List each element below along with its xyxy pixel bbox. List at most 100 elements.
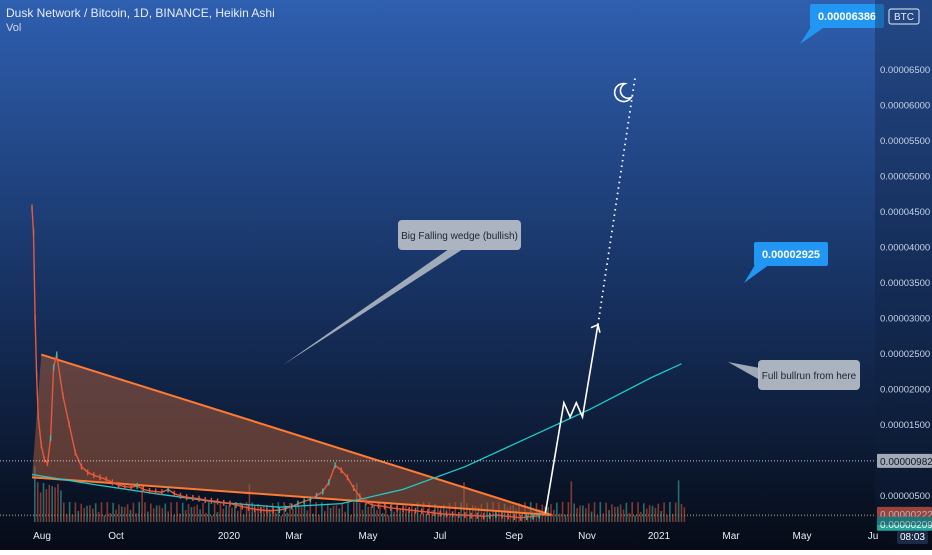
volume-bar — [480, 503, 483, 522]
volume-bar — [312, 513, 314, 522]
callout-pointer — [728, 362, 760, 380]
volume-bar — [74, 502, 77, 522]
volume-bar — [553, 510, 555, 522]
volume-bar — [181, 502, 184, 522]
volume-bar — [413, 511, 416, 522]
volume-bar — [654, 507, 657, 522]
volume-bar — [370, 506, 372, 522]
volume-bar — [242, 514, 245, 522]
volume-bar — [321, 502, 323, 522]
volume-bar — [57, 483, 59, 522]
target-second: 0.00006386 — [800, 4, 884, 44]
volume-bar — [103, 515, 106, 522]
volume-bar — [170, 502, 172, 522]
volume-bar — [350, 515, 352, 522]
volume-bar — [332, 505, 335, 522]
volume-bar — [561, 502, 564, 522]
volume-bar — [384, 502, 387, 522]
volume-bar — [187, 504, 190, 522]
volume-bar — [208, 502, 210, 522]
price-series — [31, 204, 540, 521]
volume-bar — [315, 502, 317, 522]
y-tick-label: 0.00003500 — [880, 278, 930, 289]
volume-bar — [202, 502, 204, 522]
volume-bar — [135, 513, 138, 522]
volume-bar — [63, 502, 65, 522]
chart-header: Dusk Network / Bitcoin, 1D, BINANCE, Hei… — [6, 6, 275, 34]
volume-bar — [123, 506, 126, 522]
callout-text: Big Falling wedge (bullish) — [401, 231, 518, 242]
volume-bar — [112, 502, 114, 522]
volume-bar — [605, 502, 607, 522]
volume-bar — [257, 503, 259, 522]
volume-bar — [680, 503, 683, 522]
currency-badge: BTC — [894, 12, 914, 23]
target-badge — [810, 4, 884, 28]
volume-bar — [567, 502, 570, 522]
volume-bar — [109, 512, 111, 522]
x-tick-label: Sep — [505, 531, 523, 542]
volume-bar — [268, 508, 271, 522]
y-tick-label: 0.00003000 — [880, 314, 930, 325]
volume-bar — [286, 512, 288, 522]
price-level-label: 0.00000982 — [880, 457, 932, 468]
volume-bar — [77, 510, 80, 522]
volume-bar — [280, 515, 283, 522]
volume-bar — [486, 502, 488, 522]
target-label: 0.00002925 — [762, 249, 820, 261]
volume-bar — [132, 502, 135, 522]
volume-bar — [550, 504, 552, 522]
trend-curve — [31, 363, 682, 508]
volume-bar — [155, 505, 158, 522]
volume-bar — [199, 509, 201, 522]
volume-bar — [367, 506, 370, 522]
volume-bar — [492, 502, 494, 522]
volume-bar — [239, 502, 242, 522]
volume-bar — [425, 513, 428, 522]
y-axis: 0.00006500 0.00006000 0.00005500 0.00005000… — [875, 0, 932, 525]
target-first: 0.00002925 — [744, 242, 828, 283]
volume-bar — [396, 503, 399, 522]
volume-bar — [405, 505, 407, 522]
volume-bar — [225, 505, 227, 522]
price-level-label: 0.00000222 — [880, 510, 932, 521]
volume-bar — [205, 512, 207, 522]
volume-bar — [599, 502, 602, 522]
callout-falling-wedge: Big Falling wedge (bullish) — [283, 220, 521, 365]
volume-bar — [634, 515, 636, 522]
volume-bar — [118, 504, 120, 522]
volume-bar — [611, 504, 613, 522]
callout-box — [398, 220, 521, 250]
volume-bar — [376, 509, 378, 522]
volume-bar — [593, 502, 596, 522]
volume-bar — [36, 482, 39, 522]
target-badge — [754, 242, 828, 266]
volume-bar — [645, 508, 648, 522]
volume-bar — [657, 503, 660, 522]
volume-bar — [86, 505, 88, 522]
volume-bar — [248, 484, 251, 522]
x-tick-label: Mar — [722, 531, 740, 542]
volume-bar — [300, 507, 303, 522]
target-label: 0.00006386 — [818, 11, 876, 23]
volume-bar — [622, 509, 625, 522]
volume-bar — [263, 506, 265, 522]
volume-bar — [254, 510, 256, 522]
volume-bar — [92, 508, 94, 522]
volume-bar — [474, 506, 477, 522]
volume-bar — [65, 513, 68, 522]
y-axis-panel — [875, 0, 932, 525]
volume-bar — [637, 502, 639, 522]
volume-bar — [373, 504, 375, 522]
volume-bar — [283, 502, 285, 522]
volume-bar — [640, 511, 642, 522]
projection-zigzag — [544, 324, 599, 514]
chart-title: Dusk Network / Bitcoin, 1D, BINANCE, Hei… — [6, 6, 275, 20]
volume-bar — [590, 511, 593, 522]
volume-bar — [471, 504, 474, 522]
volume-bar — [576, 508, 578, 522]
volume-bar — [416, 502, 419, 522]
volume-bar — [460, 502, 462, 522]
